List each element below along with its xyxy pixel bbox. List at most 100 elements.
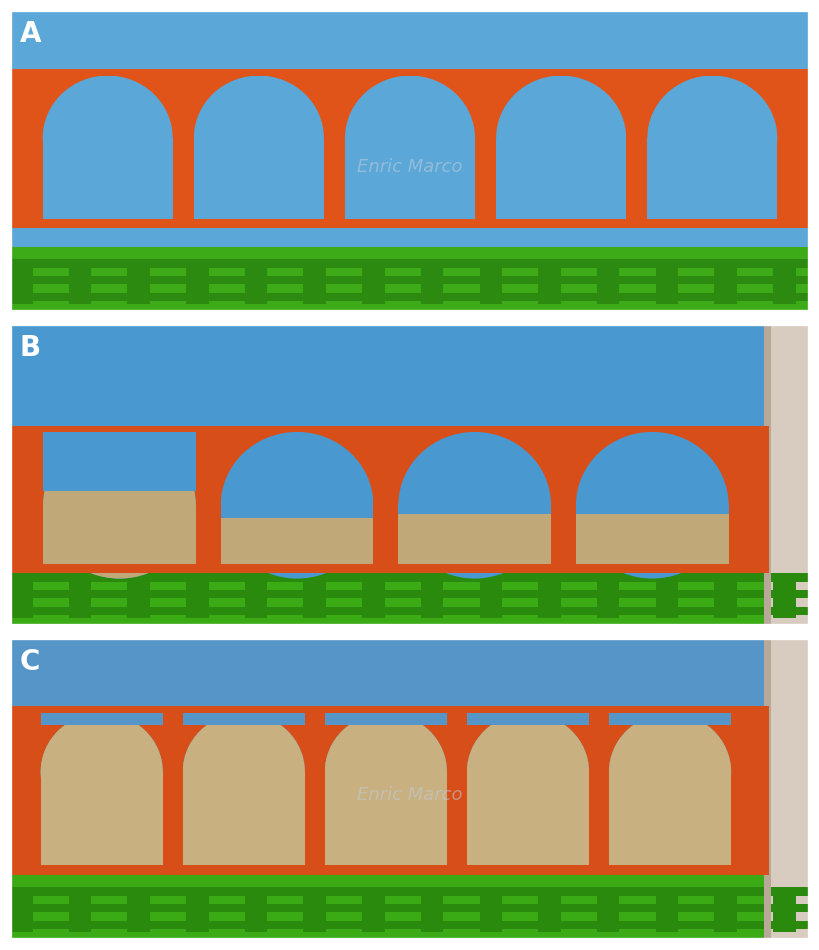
Bar [303, 260, 326, 304]
Bar [183, 771, 305, 865]
Bar [220, 518, 373, 564]
Bar [713, 260, 736, 304]
Bar [43, 505, 196, 564]
Bar [43, 432, 196, 491]
Bar [69, 574, 91, 618]
Ellipse shape [609, 713, 731, 830]
Ellipse shape [43, 76, 173, 200]
Bar [244, 260, 267, 304]
Bar [186, 574, 208, 618]
Bar [183, 771, 305, 865]
Bar [772, 260, 794, 304]
Bar [324, 771, 446, 865]
Ellipse shape [398, 432, 550, 579]
Bar [713, 888, 736, 932]
Bar [609, 771, 731, 865]
Bar [466, 771, 588, 865]
Bar [8, 904, 811, 912]
Bar [8, 69, 811, 76]
Text: Enric Marco: Enric Marco [357, 158, 462, 176]
Bar [324, 771, 446, 865]
Bar [495, 138, 626, 218]
Bar [772, 888, 794, 932]
Bar [8, 707, 762, 713]
Bar [183, 771, 305, 865]
Bar [345, 138, 474, 218]
Bar [537, 574, 560, 618]
Bar [324, 771, 446, 865]
Ellipse shape [183, 713, 305, 830]
Bar [69, 888, 91, 932]
Bar [8, 707, 30, 875]
Bar [362, 260, 384, 304]
Bar [10, 260, 33, 304]
Bar [8, 426, 30, 573]
Bar [183, 713, 305, 725]
Bar [466, 713, 588, 725]
Bar [772, 574, 794, 618]
Bar [8, 259, 811, 268]
Bar [446, 707, 466, 875]
Bar [609, 771, 731, 865]
Bar [244, 888, 267, 932]
Ellipse shape [193, 76, 324, 200]
Bar [596, 888, 618, 932]
Bar [550, 426, 575, 573]
Bar [193, 138, 324, 218]
Bar [8, 707, 762, 875]
Bar [41, 771, 163, 865]
Bar [740, 707, 768, 875]
Bar [8, 607, 811, 616]
Bar [762, 322, 770, 628]
Bar [646, 138, 776, 218]
Bar [398, 505, 550, 564]
Bar [173, 69, 193, 228]
Bar [655, 888, 677, 932]
Ellipse shape [466, 713, 588, 830]
Bar [466, 771, 588, 865]
Bar [8, 69, 811, 228]
Bar [609, 713, 731, 725]
Bar [183, 771, 305, 865]
Bar [588, 707, 609, 875]
Bar [762, 322, 811, 628]
Ellipse shape [324, 713, 446, 830]
Bar [303, 574, 326, 618]
Ellipse shape [609, 713, 731, 830]
Bar [127, 260, 150, 304]
Bar [8, 875, 811, 942]
Bar [41, 771, 163, 865]
Bar [220, 505, 373, 564]
Bar [324, 69, 345, 228]
Bar [609, 771, 731, 865]
Bar [8, 69, 32, 228]
Bar [8, 590, 811, 598]
Bar [655, 574, 677, 618]
Bar [575, 505, 728, 564]
Bar [8, 887, 811, 896]
Bar [8, 218, 811, 228]
Bar [244, 574, 267, 618]
Bar [420, 888, 443, 932]
Bar [8, 574, 811, 581]
Bar [196, 426, 220, 573]
Bar [324, 713, 446, 725]
Bar [41, 771, 163, 865]
Bar [186, 260, 208, 304]
Bar [127, 574, 150, 618]
Bar [596, 260, 618, 304]
Bar [537, 888, 560, 932]
Bar [193, 138, 324, 218]
Bar [655, 260, 677, 304]
Bar [398, 514, 550, 564]
Bar [8, 294, 811, 301]
Bar [8, 247, 811, 314]
Bar [575, 514, 728, 564]
Bar [10, 888, 33, 932]
Bar [495, 138, 626, 218]
Text: Enric Marco: Enric Marco [357, 786, 462, 804]
Bar [762, 636, 811, 942]
Bar [186, 888, 208, 932]
Bar [398, 505, 550, 564]
Bar [10, 574, 33, 618]
